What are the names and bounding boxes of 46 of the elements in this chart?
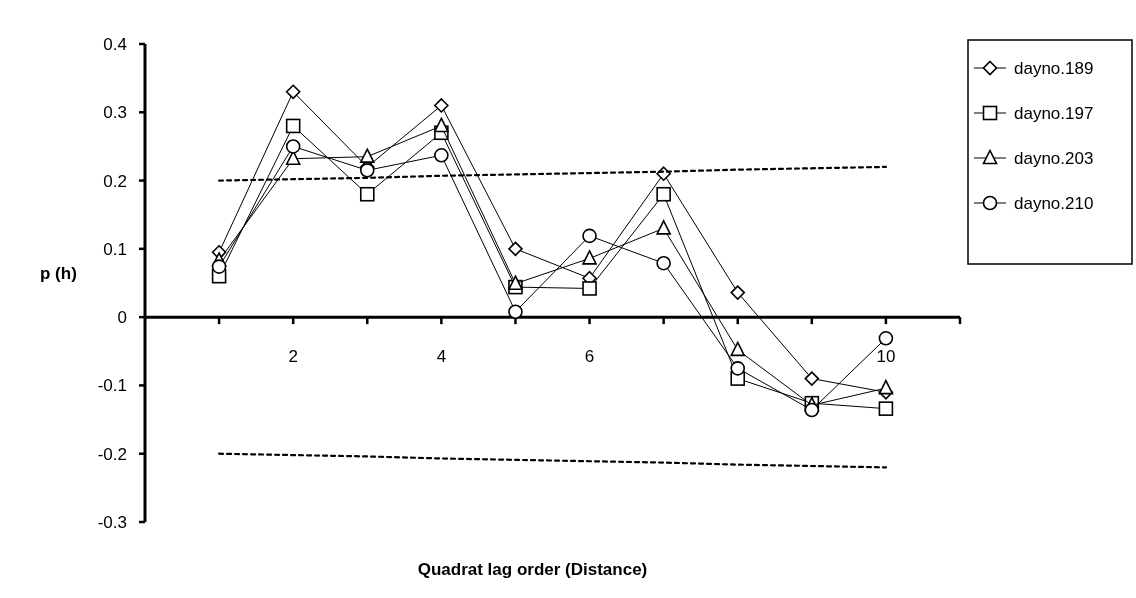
point [434,117,449,133]
point [804,371,820,386]
y-axis-title: p (h) [40,264,77,284]
y-tick-label: 0 [117,308,127,328]
point [582,250,597,265]
point [656,255,671,271]
point [285,118,301,134]
point [656,220,671,235]
x-axis-title: Quadrat lag order (Distance) [417,560,648,579]
x-tick-label: 10 [876,347,896,367]
point [804,402,820,418]
y-tick-label: 0.4 [103,34,127,54]
point [359,186,375,202]
point [878,401,894,416]
point [285,139,301,154]
legend-label: dayno.197 [1014,103,1094,123]
y-tick-label: -0.1 [97,376,127,396]
y-tick-label: 0.2 [103,171,127,191]
line-series [217,452,888,469]
x-tick-label: 2 [288,347,298,367]
point [878,331,894,346]
point [285,84,301,100]
point [730,341,746,357]
point [211,259,227,274]
point [730,285,746,300]
legend-label: dayno.210 [1014,193,1094,213]
point [582,281,597,296]
point [508,241,523,257]
point [434,98,449,113]
y-tick-label: -0.2 [97,444,127,464]
y-tick-label: 0.3 [103,103,127,123]
x-tick-label: 4 [436,347,447,367]
legend-label: dayno.189 [1014,58,1094,78]
point [359,163,375,178]
point [656,186,671,202]
point [730,361,746,376]
point [878,379,894,395]
y-tick-label: -0.3 [97,512,127,532]
point [359,148,375,163]
point [434,148,449,163]
point [508,304,523,319]
y-tick-label: 0.1 [103,239,127,259]
point [508,275,523,290]
point [582,228,597,244]
x-tick-label: 6 [584,347,595,367]
legend-label: dayno.203 [1014,148,1094,168]
